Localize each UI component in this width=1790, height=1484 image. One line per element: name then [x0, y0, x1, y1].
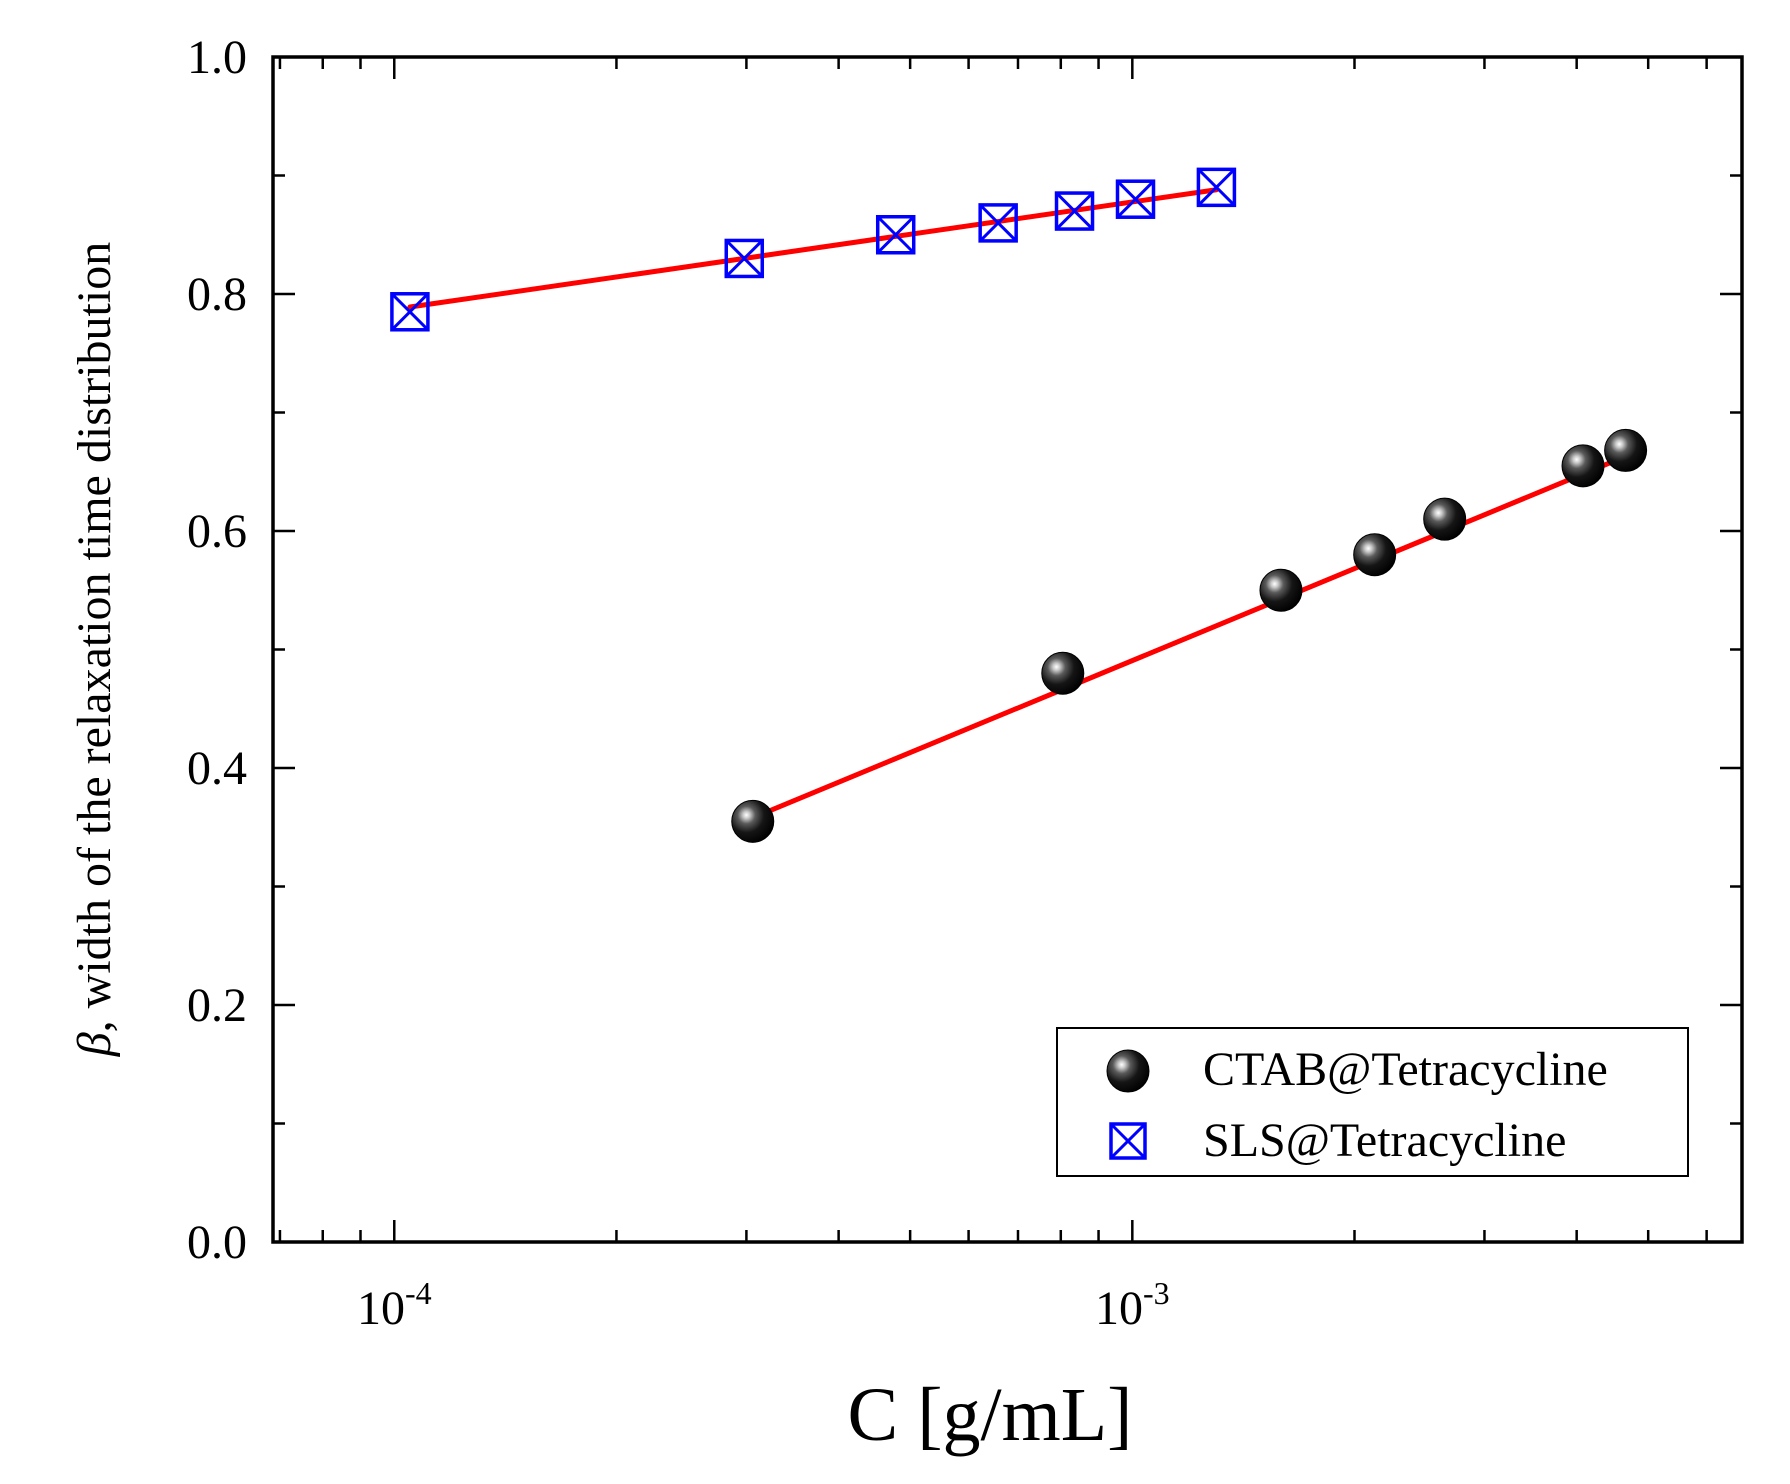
data-point-sls-box — [1054, 191, 1095, 231]
data-point-ctab — [1561, 444, 1605, 488]
legend-label-ctab: CTAB@Tetracycline — [1203, 1043, 1608, 1096]
legend: CTAB@Tetracycline SLS@Tetracycline — [1056, 1027, 1689, 1177]
data-point-sls-box — [1196, 167, 1237, 208]
data-markers — [390, 167, 1648, 843]
data-point-ctab — [1423, 497, 1467, 541]
x-axis-title: C [g/mL] — [848, 1373, 1133, 1457]
data-point-sls — [1196, 167, 1237, 208]
legend-square-x-icon-box — [1109, 1122, 1147, 1160]
y-tick-label: 0.4 — [187, 742, 247, 795]
data-point-sls-box — [875, 215, 916, 255]
data-point-ctab — [731, 799, 775, 843]
data-point-ctab — [1041, 651, 1085, 695]
data-point-sls — [390, 292, 430, 332]
data-point-sls-cross-b — [1116, 180, 1155, 219]
data-point-sls-box — [978, 203, 1018, 243]
data-point-sls-cross-b — [876, 215, 915, 254]
tick-marks — [273, 55, 1742, 1244]
legend-sphere-icon — [1106, 1049, 1150, 1093]
x-tick-label-exponent: -3 — [1143, 1275, 1170, 1311]
fit-line-series-0 — [750, 453, 1629, 821]
data-point-sls-box — [724, 238, 765, 279]
data-point-sls-cross-b — [725, 239, 764, 278]
y-tick-label: 0.6 — [187, 505, 247, 558]
data-point-sls-box — [1115, 179, 1156, 219]
data-point-sls-box — [390, 292, 430, 332]
data-point-sls — [978, 203, 1018, 243]
legend-marker-sls — [1109, 1122, 1147, 1160]
data-point-sls — [724, 238, 765, 279]
y-tick-labels: 0.0 0.2 0.4 0.6 0.8 1.0 — [187, 31, 247, 1269]
x-tick-label: 10-4 — [357, 1275, 432, 1335]
legend-box — [1056, 1027, 1689, 1177]
data-point-ctab — [1259, 568, 1303, 612]
legend-square-x-icon — [1109, 1122, 1147, 1160]
data-point-sls — [875, 215, 916, 255]
data-point-ctab — [1604, 428, 1648, 472]
data-point-sls-cross-b — [1055, 191, 1094, 231]
data-point-sls — [1115, 179, 1156, 219]
fit-lines — [407, 187, 1629, 821]
legend-label-sls: SLS@Tetracycline — [1203, 1114, 1566, 1167]
y-tick-label: 0.0 — [187, 1216, 247, 1269]
y-tick-label: 1.0 — [187, 31, 247, 84]
y-axis-title: β, width of the relaxation time distribu… — [68, 242, 121, 1057]
plot-area-frame — [271, 55, 1744, 1244]
y-tick-label: 0.8 — [187, 268, 247, 321]
y-axis-title-text: , width of the relaxation time distribut… — [68, 242, 121, 1033]
x-tick-label: 10-3 — [1095, 1275, 1170, 1335]
x-tick-label-base: 10 — [1095, 1282, 1143, 1335]
x-tick-label-base: 10 — [357, 1282, 405, 1335]
x-tick-label-exponent: -4 — [405, 1275, 432, 1311]
fit-line-series-1 — [407, 187, 1219, 310]
data-point-ctab — [1353, 533, 1397, 577]
data-point-sls-cross-b — [390, 292, 429, 331]
data-point-sls-cross-b — [979, 203, 1018, 242]
legend-marker-ctab — [1106, 1049, 1150, 1093]
data-point-sls — [1054, 191, 1095, 231]
legend-square-x-icon-cross-b — [1109, 1122, 1147, 1160]
data-point-sls-cross-b — [1197, 168, 1236, 207]
y-axis-beta-symbol: β — [68, 1032, 121, 1057]
x-tick-labels: 10-4 10-3 — [357, 1275, 1170, 1335]
y-tick-label: 0.2 — [187, 979, 247, 1032]
